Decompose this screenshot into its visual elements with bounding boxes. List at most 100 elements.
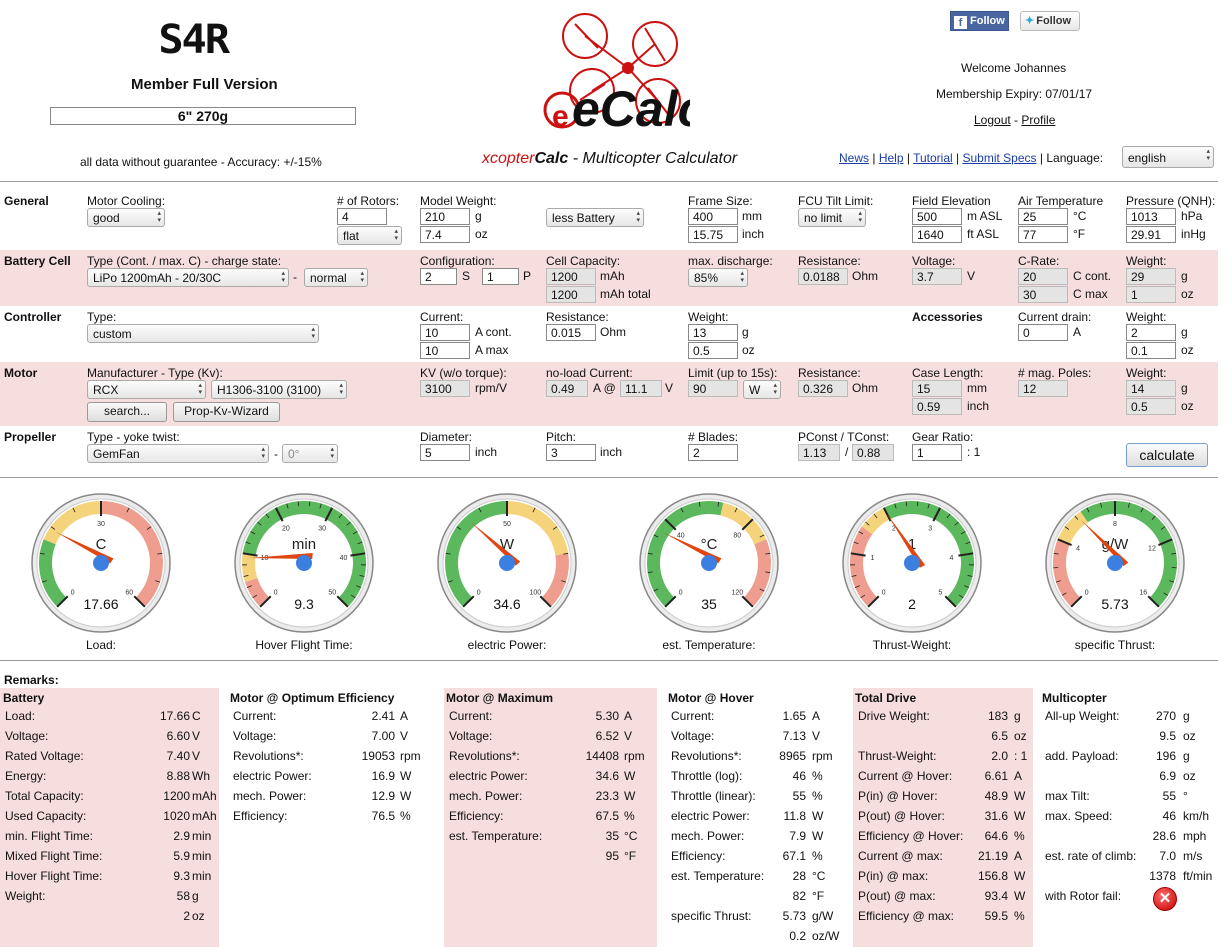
motor-model-select[interactable]: H1306-3100 (3100) — [211, 380, 347, 399]
result-value: 67.1 — [782, 849, 806, 863]
tilt-limit-select[interactable]: no limit — [798, 208, 866, 227]
result-label: Efficiency: — [233, 809, 288, 823]
gauge-minor-tick — [552, 526, 558, 530]
gauge-minor-tick — [456, 526, 462, 530]
result-label: mech. Power: — [449, 789, 523, 803]
frame-layout-select[interactable]: flat — [337, 226, 402, 245]
current-drain-input[interactable]: 0 — [1018, 324, 1068, 341]
gauge-minor-tick — [873, 513, 878, 519]
motor-limit-unit-select[interactable]: W — [743, 380, 781, 399]
remarks-label: Remarks: — [4, 673, 59, 687]
profile-link[interactable]: Profile — [1021, 113, 1056, 127]
elevation-ft-input[interactable]: 1640 — [912, 226, 962, 243]
gauge-minor-tick — [445, 552, 451, 555]
yoke-twist-select[interactable]: 0° — [282, 444, 338, 463]
controller-type-select[interactable]: custom — [87, 324, 319, 343]
result-unit: A — [812, 709, 821, 723]
cell-voltage-unit: V — [967, 269, 976, 283]
gauge-major-tick — [850, 552, 866, 557]
result-label: add. Payload: — [1045, 749, 1119, 763]
pressure-inhg-input[interactable]: 29.91 — [1126, 226, 1176, 243]
diameter-unit: inch — [475, 445, 498, 459]
motor-cooling-select[interactable]: good — [87, 208, 165, 227]
accessories-weight-g-input[interactable]: 2 — [1126, 324, 1176, 341]
model-weight-g-input[interactable]: 210 — [420, 208, 470, 225]
gauge-minor-tick — [532, 507, 536, 513]
logout-link[interactable]: Logout — [974, 113, 1011, 127]
result-label: Voltage: — [671, 729, 715, 743]
pitch-input[interactable]: 3 — [546, 444, 596, 461]
twitter-follow-button[interactable]: ✦ Follow — [1020, 11, 1080, 31]
cells-series-input[interactable]: 2 — [420, 268, 457, 285]
result-label: Used Capacity: — [5, 809, 87, 823]
news-link[interactable]: News — [839, 151, 870, 165]
twitter-follow-label: Follow — [1036, 15, 1072, 27]
result-unit: oz — [192, 909, 205, 923]
controller-max-current-input[interactable]: 10 — [420, 342, 470, 359]
pressure-hpa-input[interactable]: 1013 — [1126, 208, 1176, 225]
gauge-tick-label: 0 — [679, 589, 683, 596]
gauge-tick-label: 0 — [274, 589, 278, 596]
result-value: 6.52 — [595, 729, 619, 743]
result-label: Current: — [449, 709, 493, 723]
motor-search-button[interactable]: search... — [87, 402, 167, 422]
frame-size-mm-input[interactable]: 400 — [688, 208, 738, 225]
app-title-prefix: xcopter — [482, 150, 535, 167]
battery-mode-select[interactable]: less Battery — [546, 208, 644, 227]
result-label: with Rotor fail: — [1045, 889, 1122, 903]
result-value: 55 — [792, 789, 806, 803]
gauge-needle — [249, 552, 313, 559]
help-link[interactable]: Help — [878, 151, 904, 165]
gauge-minor-tick — [1151, 515, 1156, 520]
result-label: Current @ Hover: — [858, 769, 953, 783]
case-length-label: Case Length: — [912, 366, 984, 380]
rotors-input[interactable]: 4 — [337, 208, 387, 225]
gauge-unit: 1 — [908, 536, 916, 553]
battery-weight-g-field: 29 — [1126, 268, 1176, 285]
total-capacity-field: 1200 — [546, 286, 596, 303]
submit-specs-link[interactable]: Submit Specs — [962, 151, 1037, 165]
tutorial-link[interactable]: Tutorial — [913, 151, 953, 165]
model-weight-oz-input[interactable]: 7.4 — [420, 226, 470, 243]
result-unit: min — [192, 869, 212, 883]
result-label: Voltage: — [5, 729, 49, 743]
language-select[interactable]: english — [1122, 146, 1214, 168]
gauge-tick-label: 100 — [529, 589, 541, 596]
air-temp-f-input[interactable]: 77 — [1018, 226, 1068, 243]
accessories-weight-oz-input[interactable]: 0.1 — [1126, 342, 1176, 359]
gauge-major-tick — [539, 595, 552, 608]
frame-size-inch-input[interactable]: 15.75 — [688, 226, 738, 243]
gauge-band-yellow — [1057, 511, 1088, 545]
gear-ratio-input[interactable]: 1 — [912, 444, 962, 461]
setup-name-field[interactable]: 6" 270g — [50, 107, 356, 125]
controller-weight-g-input[interactable]: 13 — [688, 324, 738, 341]
gauge-band-red — [101, 501, 163, 607]
result-value: 6.9 — [1159, 769, 1176, 783]
results-hover-title: Motor @ Hover — [668, 691, 754, 705]
max-discharge-select[interactable]: 85% — [688, 268, 748, 287]
app-title-rest: - Multicopter Calculator — [568, 150, 738, 167]
motor-manufacturer-select[interactable]: RCX — [87, 380, 206, 399]
gauge-minor-tick — [563, 552, 569, 555]
controller-weight-oz-input[interactable]: 0.5 — [688, 342, 738, 359]
blades-input[interactable]: 2 — [688, 444, 738, 461]
cells-parallel-input[interactable]: 1 — [482, 268, 519, 285]
facebook-follow-button[interactable]: f Follow — [950, 11, 1009, 31]
controller-resistance-input[interactable]: 0.015 — [546, 324, 596, 341]
result-label: est. rate of climb: — [1045, 849, 1137, 863]
propeller-type-select[interactable]: GemFan — [87, 444, 269, 463]
result-unit: °C — [624, 829, 638, 843]
gauge-minor-tick — [352, 531, 358, 535]
prop-kv-wizard-button[interactable]: Prop-Kv-Wizard — [173, 402, 280, 422]
calculate-button[interactable]: calculate — [1126, 443, 1208, 467]
controller-cont-current-input[interactable]: 10 — [420, 324, 470, 341]
charge-state-select[interactable]: normal — [304, 268, 368, 287]
air-temp-c-input[interactable]: 25 — [1018, 208, 1068, 225]
gear-ratio-suffix: : 1 — [967, 445, 981, 459]
gauge-5: 0 1 2 3 4 5 1 2 — [842, 493, 982, 633]
diameter-input[interactable]: 5 — [420, 444, 470, 461]
app-title-bold: Calc — [534, 150, 569, 167]
result-label: Energy: — [5, 769, 47, 783]
battery-type-select[interactable]: LiPo 1200mAh - 20/30C — [87, 268, 289, 287]
elevation-m-input[interactable]: 500 — [912, 208, 962, 225]
